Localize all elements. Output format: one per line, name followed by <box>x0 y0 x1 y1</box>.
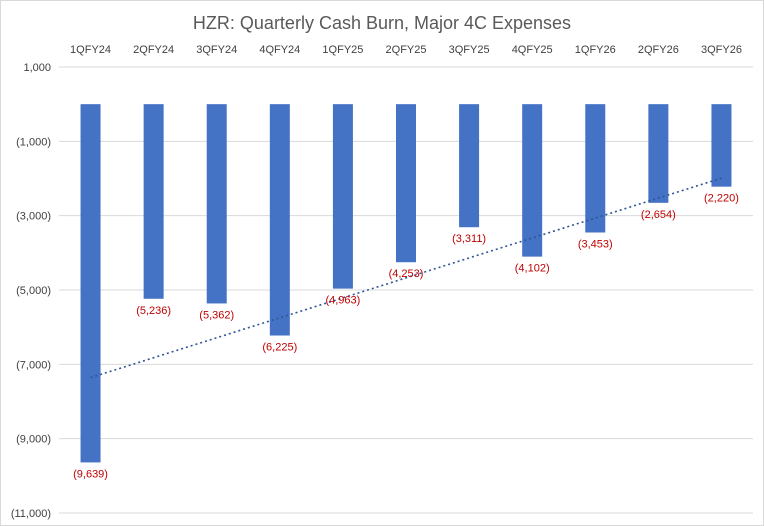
category-label: 1QFY25 <box>322 44 363 56</box>
chart-title: HZR: Quarterly Cash Burn, Major 4C Expen… <box>193 13 571 33</box>
trendline <box>90 177 722 379</box>
category-label: 2QFY26 <box>638 44 679 56</box>
trendline-group <box>90 177 722 379</box>
bar <box>206 104 227 304</box>
data-label: (6,225) <box>262 342 297 354</box>
y-tick-label: (11,000) <box>11 508 51 520</box>
category-label: 3QFY25 <box>449 44 490 56</box>
bar <box>396 104 416 263</box>
bar <box>585 104 606 233</box>
bar <box>711 104 732 187</box>
data-label: (3,453) <box>578 239 613 251</box>
y-tick-label: (3,000) <box>16 211 51 223</box>
y-tick-label: (9,000) <box>16 434 51 446</box>
bar <box>80 104 101 463</box>
category-label: 3QFY24 <box>196 44 237 56</box>
bars <box>80 104 732 463</box>
bar <box>143 104 164 299</box>
y-tick-label: (1,000) <box>16 136 51 148</box>
bar <box>648 104 669 203</box>
category-labels: 1QFY24 2QFY24 3QFY24 4QFY24 1QFY25 2QFY25 3QFY… <box>70 44 742 56</box>
data-label: (4,102) <box>515 263 550 275</box>
data-label: (5,236) <box>136 305 171 317</box>
data-label: (9,639) <box>73 468 108 480</box>
category-label: 1QFY24 <box>70 44 111 56</box>
data-labels: (9,639) (5,236) (5,362) (6,225) (4,963) (4,25… <box>73 193 739 481</box>
bar <box>332 104 353 289</box>
category-label: 2QFY25 <box>386 44 427 56</box>
data-label: (5,362) <box>199 309 234 321</box>
bar <box>269 104 290 336</box>
category-label: 1QFY26 <box>575 44 616 56</box>
category-label: 3QFY26 <box>701 44 742 56</box>
data-label: (2,220) <box>704 193 739 205</box>
category-label: 4QFY24 <box>259 44 300 56</box>
data-label: (2,654) <box>641 209 676 221</box>
category-label: 2QFY24 <box>133 44 174 56</box>
data-label: (3,311) <box>452 233 486 245</box>
data-label: (4,253) <box>389 268 424 280</box>
y-tick-label: (5,000) <box>16 285 51 297</box>
category-label: 4QFY25 <box>512 44 553 56</box>
bar <box>459 104 480 228</box>
data-label: (4,963) <box>325 295 360 307</box>
y-axis-labels: 1,000 (1,000) (3,000) (5,000) (7,000) (9,000)… <box>11 62 51 520</box>
y-tick-label: (7,000) <box>16 359 51 371</box>
y-tick-label: 1,000 <box>23 62 51 74</box>
bar <box>522 104 543 257</box>
